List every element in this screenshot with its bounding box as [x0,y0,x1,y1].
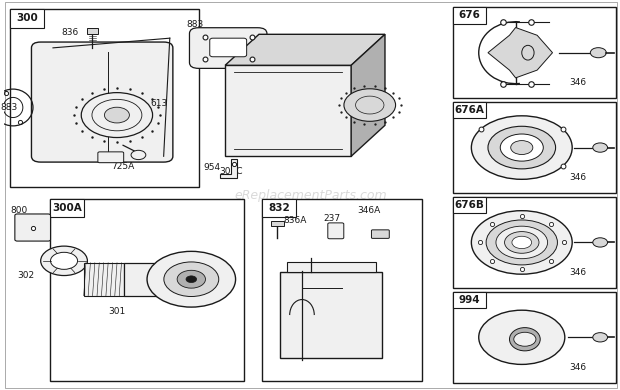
Circle shape [81,92,153,138]
Circle shape [41,246,87,276]
Bar [50,199,84,218]
FancyBboxPatch shape [210,38,247,57]
Text: 302: 302 [17,271,35,280]
Circle shape [590,48,606,58]
Bar [453,7,487,23]
Text: 725A: 725A [111,162,134,171]
Polygon shape [351,34,385,156]
Polygon shape [225,34,385,65]
Text: 300A: 300A [52,203,82,213]
Text: 346A: 346A [357,206,381,215]
Circle shape [50,252,78,269]
Text: 237: 237 [324,214,340,223]
Circle shape [500,134,543,161]
Bar [10,9,199,187]
Text: 883: 883 [187,20,203,29]
Bar [453,197,616,288]
Bar [453,197,487,213]
Circle shape [486,220,557,265]
Bar [10,9,44,28]
Circle shape [131,150,146,160]
Circle shape [177,270,205,288]
Text: 954: 954 [203,163,220,172]
Bar [453,7,616,98]
Text: eReplacementParts.com: eReplacementParts.com [235,188,388,202]
Circle shape [164,262,219,296]
Bar [453,102,616,193]
Circle shape [512,236,531,249]
Text: 883: 883 [1,103,18,112]
Bar [50,199,244,381]
FancyBboxPatch shape [15,214,50,241]
Circle shape [471,116,572,179]
Bar [262,199,422,381]
Circle shape [479,310,565,364]
Circle shape [471,211,572,274]
Circle shape [593,238,608,247]
Circle shape [496,226,547,259]
Text: 836A: 836A [283,216,307,225]
Text: 676B: 676B [454,200,484,210]
FancyBboxPatch shape [87,28,98,34]
Text: 346: 346 [569,78,587,87]
Circle shape [511,141,533,154]
FancyBboxPatch shape [32,42,173,162]
Bar [453,292,487,308]
Text: 346: 346 [569,363,587,372]
Circle shape [344,89,396,121]
Text: 613: 613 [151,99,168,108]
Ellipse shape [510,328,540,351]
Text: 301: 301 [108,307,126,316]
Circle shape [186,276,197,283]
Bar [262,199,296,218]
Circle shape [593,333,608,342]
Bar [453,102,487,119]
Text: 800: 800 [10,206,27,215]
Circle shape [505,232,539,253]
FancyBboxPatch shape [328,223,343,239]
Circle shape [514,332,536,346]
Polygon shape [488,28,552,78]
Circle shape [147,251,236,307]
Text: 346: 346 [569,173,587,182]
Circle shape [104,107,130,123]
Text: 346: 346 [569,268,587,277]
Bar [286,262,376,273]
Circle shape [593,143,608,152]
Text: 300: 300 [16,13,38,23]
FancyBboxPatch shape [271,221,283,226]
Circle shape [488,126,556,169]
Text: 832: 832 [268,203,290,213]
Text: 836: 836 [61,28,79,37]
Text: 676A: 676A [454,105,484,115]
Polygon shape [225,65,351,156]
FancyBboxPatch shape [371,230,389,238]
Text: 300C: 300C [219,167,242,176]
Bar [453,292,616,383]
Polygon shape [220,159,237,177]
Bar [123,263,164,296]
Text: 994: 994 [459,295,481,305]
Bar [84,263,123,296]
Text: 676: 676 [459,11,481,20]
Bar [280,273,382,358]
FancyBboxPatch shape [190,28,267,68]
FancyBboxPatch shape [98,152,123,163]
